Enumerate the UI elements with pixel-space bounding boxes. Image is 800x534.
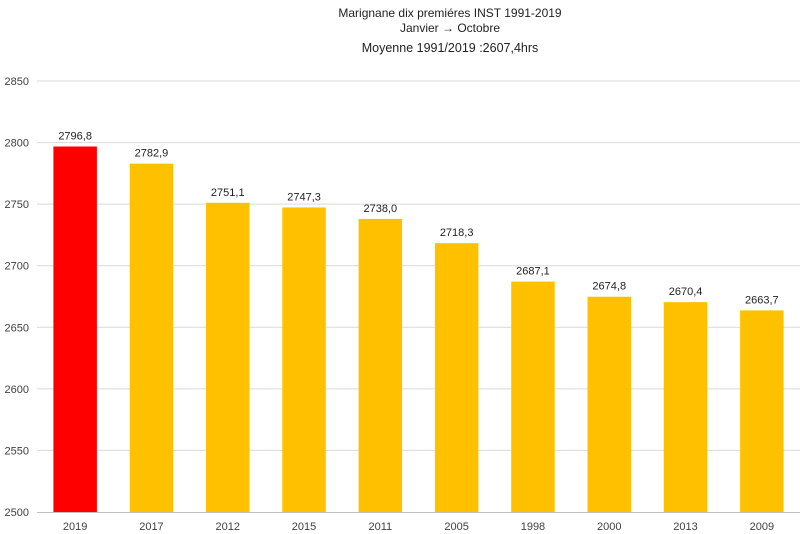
data-label: 2670,4	[669, 286, 703, 298]
y-tick-label: 2600	[5, 384, 29, 396]
data-label: 2751,1	[211, 187, 245, 199]
chart-average-note: Moyenne 1991/2019 :2607,4hrs	[361, 41, 539, 55]
x-tick-label: 2011	[369, 521, 393, 533]
x-tick-label: 2012	[216, 521, 240, 533]
y-tick-label: 2550	[5, 445, 29, 457]
y-tick-label: 2500	[5, 507, 29, 519]
bars	[53, 146, 784, 513]
bar	[282, 207, 326, 512]
bar	[206, 202, 250, 513]
data-label: 2674,8	[592, 281, 626, 293]
chart-subtitle: Janvier → Octobre	[399, 21, 501, 35]
x-tick-label: 2013	[673, 521, 697, 533]
data-label: 2747,3	[287, 191, 321, 203]
y-tick-label: 2800	[5, 138, 29, 150]
data-labels: 2796,8 2782,9 2751,1 2747,3 2738,0 2718,3 2687…	[58, 131, 778, 307]
data-label: 2718,3	[440, 227, 474, 239]
bar	[129, 163, 174, 513]
x-tick-label: 2000	[597, 521, 621, 533]
x-tick-label: 2019	[63, 521, 87, 533]
data-label: 2796,8	[58, 131, 92, 143]
x-tick-label: 2017	[139, 521, 163, 533]
chart-title: Marignane dix premiéres INST 1991-2019	[338, 6, 562, 20]
y-tick-label: 2750	[5, 199, 29, 211]
x-axis: 2019 2017 2012 2015 2011 2005 1998 2000 2013 2009	[63, 521, 774, 533]
data-label: 2663,7	[745, 294, 779, 306]
x-tick-label: 2005	[444, 521, 468, 533]
bar	[511, 281, 555, 512]
y-tick-label: 2700	[5, 261, 29, 273]
data-label: 2782,9	[135, 148, 169, 160]
y-tick-label: 2650	[5, 322, 29, 334]
y-tick-label: 2850	[5, 76, 29, 88]
x-tick-label: 2015	[292, 521, 316, 533]
bar	[434, 243, 479, 512]
data-label: 2738,0	[364, 203, 398, 215]
bar	[53, 146, 97, 512]
bar	[358, 218, 403, 513]
bar	[663, 302, 708, 512]
data-label: 2687,1	[516, 266, 550, 278]
x-tick-label: 2009	[750, 521, 774, 533]
bar	[587, 296, 631, 512]
bar	[740, 310, 784, 512]
y-axis: 2500 2550 2600 2650 2700 2750 2800 2850	[5, 76, 29, 519]
x-tick-label: 1998	[521, 521, 545, 533]
